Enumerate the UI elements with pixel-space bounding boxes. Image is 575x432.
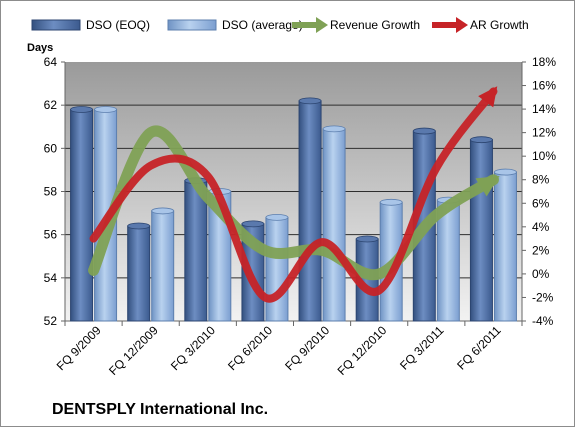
legend-label-dso-average: DSO (average) [222, 18, 303, 32]
y2-tick-label: 16% [532, 79, 556, 93]
y2-tick-label: -4% [532, 314, 554, 328]
legend-label-dso-eoq: DSO (EOQ) [86, 18, 150, 32]
y-axis-label: Days [27, 42, 53, 54]
bar-dso-eoq [185, 181, 207, 321]
bar-top-cap [380, 199, 402, 205]
bar-dso-average [323, 129, 345, 321]
y2-tick-label: 14% [532, 102, 556, 116]
y2-tick-label: 10% [532, 149, 556, 163]
legend-label-ar-growth: AR Growth [470, 18, 529, 32]
bar-top-cap [413, 128, 435, 134]
bar-top-cap [128, 223, 150, 229]
bar-dso-eoq [71, 109, 93, 321]
bar-dso-eoq [299, 101, 321, 321]
y-tick-label: 60 [44, 141, 58, 155]
bar-dso-eoq [470, 140, 492, 321]
y2-tick-label: 0% [532, 267, 550, 281]
y2-tick-label: 4% [532, 220, 550, 234]
bar-top-cap [266, 214, 288, 220]
y2-tick-label: -2% [532, 290, 554, 304]
y2-tick-label: 12% [532, 126, 556, 140]
bar-top-cap [323, 126, 345, 132]
y-tick-label: 62 [44, 98, 58, 112]
bar-top-cap [494, 169, 516, 175]
legend-swatch-dso-average [168, 20, 216, 30]
y-tick-label: 56 [44, 228, 58, 242]
bar-dso-average [266, 217, 288, 321]
bar-top-cap [299, 98, 321, 104]
company-label: DENTSPLY International Inc. [52, 401, 268, 418]
y2-tick-label: 8% [532, 173, 550, 187]
y-tick-label: 52 [44, 314, 58, 328]
y2-tick-label: 6% [532, 196, 550, 210]
bar-top-cap [71, 106, 93, 112]
y2-tick-label: 2% [532, 243, 550, 257]
y-tick-label: 54 [44, 271, 58, 285]
y2-tick-label: 18% [532, 55, 556, 69]
bar-dso-eoq [128, 226, 150, 321]
bar-top-cap [152, 208, 174, 214]
y-tick-label: 58 [44, 185, 58, 199]
legend-swatch-dso-eoq [32, 20, 80, 30]
bar-top-cap [242, 221, 264, 227]
y-tick-label: 64 [44, 55, 58, 69]
bar-dso-average [152, 211, 174, 321]
bar-top-cap [470, 137, 492, 143]
bar-dso-average [494, 172, 516, 321]
bar-top-cap [95, 106, 117, 112]
legend-label-revenue-growth: Revenue Growth [330, 18, 420, 32]
bar-top-cap [356, 236, 378, 242]
